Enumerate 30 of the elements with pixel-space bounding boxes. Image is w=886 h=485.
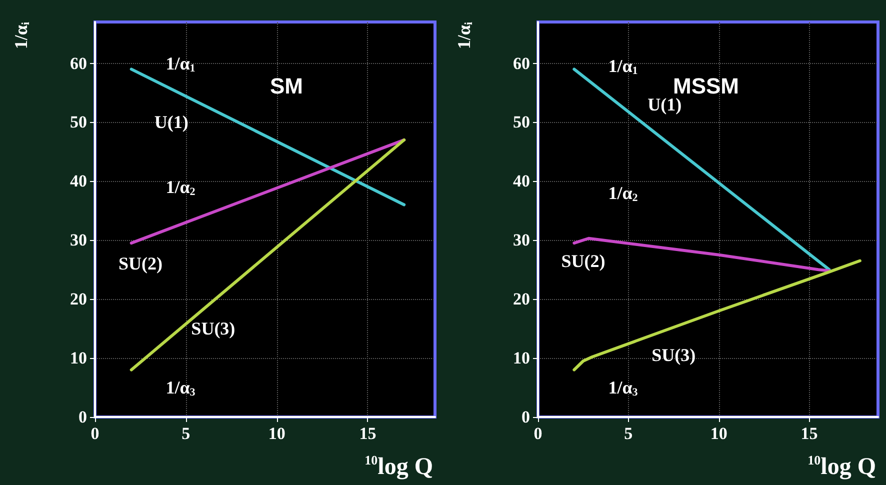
x-tick-label: 10 bbox=[268, 424, 286, 443]
x-tick-label: 0 bbox=[90, 424, 100, 443]
y-tick-label: 60 bbox=[513, 54, 530, 73]
x-tick-label: 5 bbox=[182, 424, 190, 443]
annotation: SU(3) bbox=[652, 345, 696, 366]
x-tick-label: 10 bbox=[710, 424, 728, 443]
x-tick-label: 0 bbox=[534, 424, 542, 443]
x-tick-label: 5 bbox=[624, 424, 633, 443]
y-tick-label: 50 bbox=[513, 112, 530, 132]
y-tick-label: 30 bbox=[513, 230, 530, 250]
annotation: SU(3) bbox=[191, 318, 236, 339]
y-tick-label: 60 bbox=[70, 54, 87, 73]
y-tick-label: 20 bbox=[70, 290, 87, 309]
text: SM bbox=[270, 74, 303, 98]
y-tick-label: 10 bbox=[70, 348, 87, 368]
x-tick-label: 15 bbox=[800, 424, 818, 443]
y-tick-label: 40 bbox=[70, 172, 87, 191]
y-tick-label: 0 bbox=[522, 408, 530, 426]
y-tick-label: 10 bbox=[513, 348, 530, 368]
y-axis-title: 1/αi bbox=[11, 22, 32, 50]
y-tick-label: 0 bbox=[78, 408, 87, 426]
y-tick-label: 40 bbox=[513, 172, 530, 191]
y-tick-label: 50 bbox=[70, 112, 87, 132]
x-tick-label: 15 bbox=[359, 424, 376, 443]
annotation: SU(2) bbox=[561, 250, 606, 271]
annotation: SU(2) bbox=[118, 254, 162, 274]
y-tick-label: 30 bbox=[70, 230, 87, 250]
y-axis-title: 1/αi bbox=[454, 22, 475, 50]
y-tick-label: 20 bbox=[513, 290, 530, 309]
annotation: U(1) bbox=[154, 112, 188, 132]
